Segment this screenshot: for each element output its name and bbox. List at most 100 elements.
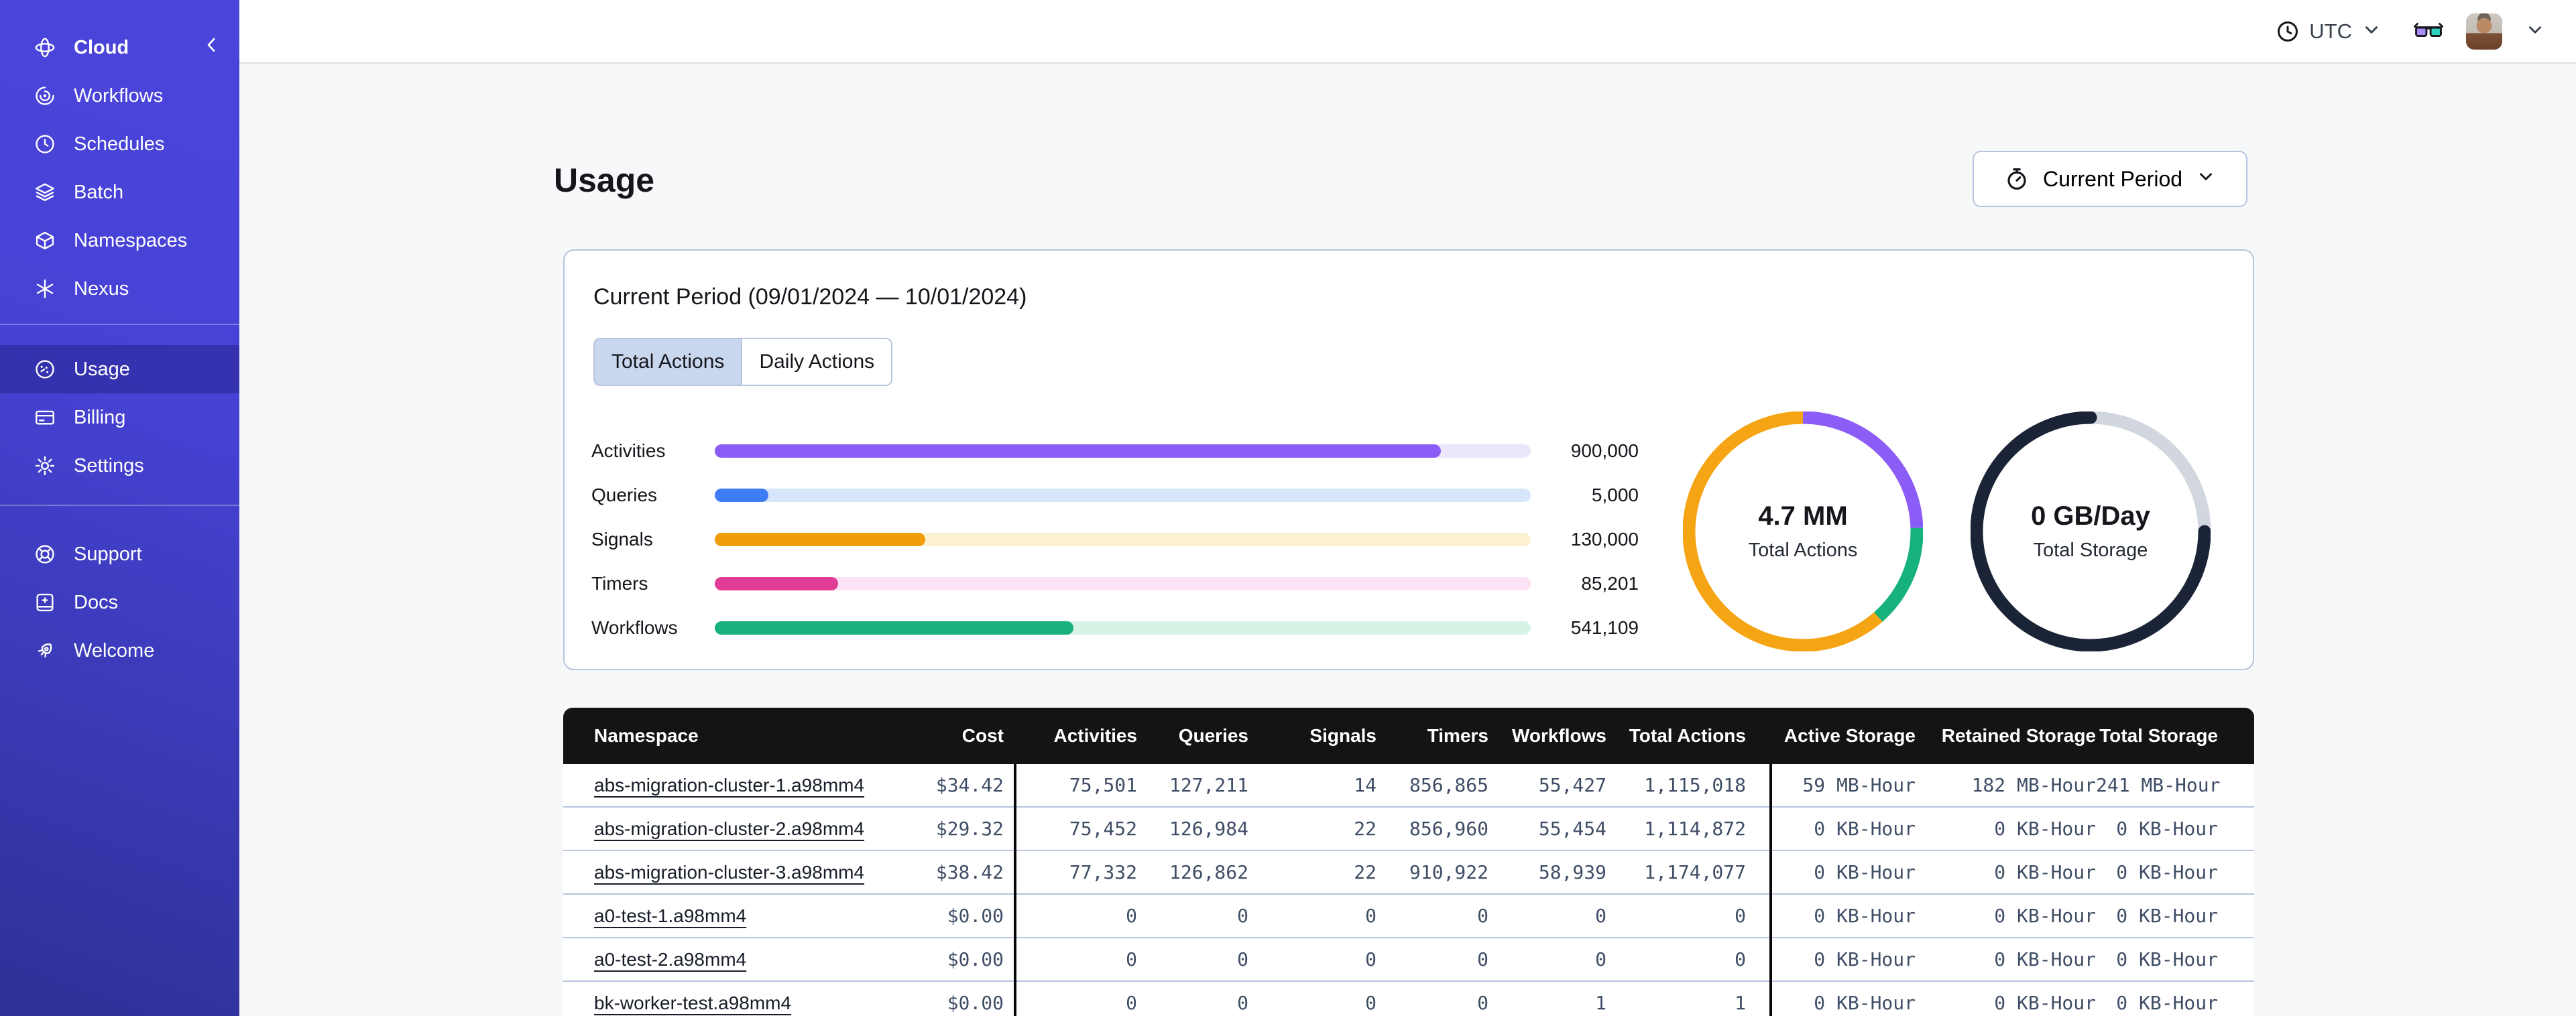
sidebar-item-billing[interactable]: Billing xyxy=(0,393,239,442)
namespace-link[interactable]: abs-migration-cluster-2.a98mm4 xyxy=(594,818,865,839)
column-header-active-storage: Active Storage xyxy=(1783,725,1916,746)
billing-icon xyxy=(34,406,56,429)
sidebar-item-label: Billing xyxy=(74,406,126,428)
sidebar-item-batch[interactable]: Batch xyxy=(0,168,239,216)
sidebar-item-settings[interactable]: Settings xyxy=(0,442,239,490)
value-cell: 22 xyxy=(1354,861,1377,883)
sidebar-item-workflows[interactable]: Workflows xyxy=(0,72,239,120)
period-select-button[interactable]: Current Period xyxy=(1973,151,2247,207)
namespace-cell: abs-migration-cluster-3.a98mm4 xyxy=(563,862,885,883)
usage-summary-card: Current Period (09/01/2024 — 10/01/2024)… xyxy=(563,249,2254,670)
value-cell: 0 xyxy=(1477,905,1488,927)
sidebar-item-nexus[interactable]: Nexus xyxy=(0,265,239,313)
main-content: Usage Current Period Current Period (09/… xyxy=(239,64,2576,1016)
bar-track-queries xyxy=(715,489,1531,502)
period-select-label: Current Period xyxy=(2042,166,2183,191)
sidebar-item-docs[interactable]: Docs xyxy=(0,578,239,627)
chevron-down-icon xyxy=(2196,166,2216,192)
value-cell: $38.42 xyxy=(935,861,1004,883)
value-cell: 0 KB-Hour xyxy=(1814,992,1916,1014)
column-header-retained-storage: Retained Storage xyxy=(1941,725,2096,746)
value-cell: 182 MB-Hour xyxy=(1971,774,2096,796)
timezone-picker[interactable]: UTC xyxy=(2276,19,2382,44)
sidebar-item-welcome[interactable]: Welcome xyxy=(0,627,239,675)
sidebar-item-label: Docs xyxy=(74,591,119,613)
namespace-link[interactable]: a0-test-2.a98mm4 xyxy=(594,948,747,970)
account-menu-chevron-down-icon[interactable] xyxy=(2525,19,2545,43)
bar-fill-signals xyxy=(715,533,925,546)
sidebar-item-usage[interactable]: Usage xyxy=(0,345,239,393)
value-cell: $34.42 xyxy=(935,774,1004,796)
value-cell: 856,960 xyxy=(1409,818,1488,840)
namespaces-icon xyxy=(34,229,56,252)
bar-value-activities: 900,000 xyxy=(1570,440,1639,461)
value-cell: 0 KB-Hour xyxy=(1994,905,2096,927)
column-header-workflows: Workflows xyxy=(1511,725,1606,746)
usage-icon xyxy=(34,358,56,381)
sidebar-item-schedules[interactable]: Schedules xyxy=(0,120,239,168)
sidebar-divider xyxy=(0,505,239,506)
timezone-label: UTC xyxy=(2309,19,2352,43)
value-cell: 0 KB-Hour xyxy=(1814,861,1916,883)
namespace-link[interactable]: a0-test-1.a98mm4 xyxy=(594,905,747,926)
value-cell: 0 xyxy=(1237,948,1248,970)
total-actions-donut: 4.7 MM Total Actions xyxy=(1683,411,1923,651)
sidebar-item-support[interactable]: Support xyxy=(0,530,239,578)
settings-icon xyxy=(34,454,56,477)
value-cell: 0 xyxy=(1126,992,1137,1014)
value-cell: 0 xyxy=(1477,992,1488,1014)
support-icon xyxy=(34,543,56,566)
donut-center: 0 GB/Day Total Storage xyxy=(1971,411,2211,651)
value-cell: 1,174,077 xyxy=(1644,861,1746,883)
value-cell: 14 xyxy=(1354,774,1377,796)
sidebar-brand-cloud[interactable]: Cloud xyxy=(0,23,239,72)
value-cell: 0 KB-Hour xyxy=(2116,905,2218,927)
namespace-link[interactable]: abs-migration-cluster-1.a98mm4 xyxy=(594,774,865,796)
value-cell: 856,865 xyxy=(1409,774,1488,796)
value-cell: 0 KB-Hour xyxy=(2116,948,2218,970)
bar-label-signals: Signals xyxy=(591,529,653,550)
bar-label-activities: Activities xyxy=(591,440,666,461)
bar-value-signals: 130,000 xyxy=(1570,529,1639,550)
tab-total-actions[interactable]: Total Actions xyxy=(595,339,742,385)
table-divider xyxy=(1769,764,1772,1016)
user-avatar[interactable] xyxy=(2466,13,2502,50)
sidebar-item-label: Welcome xyxy=(74,639,155,661)
value-cell: 0 KB-Hour xyxy=(1994,818,2096,840)
value-cell: 55,454 xyxy=(1538,818,1606,840)
value-cell: 0 KB-Hour xyxy=(1994,948,2096,970)
value-cell: 58,939 xyxy=(1538,861,1606,883)
sidebar-item-namespaces[interactable]: Namespaces xyxy=(0,216,239,265)
docs-icon xyxy=(34,591,56,614)
value-cell: 126,862 xyxy=(1169,861,1248,883)
page-title: Usage xyxy=(554,162,655,199)
value-cell: 75,501 xyxy=(1069,774,1137,796)
value-cell: 126,984 xyxy=(1169,818,1248,840)
chevron-left-icon[interactable] xyxy=(202,35,222,60)
value-cell: 0 xyxy=(1477,948,1488,970)
donut-label: Total Storage xyxy=(2033,539,2148,561)
value-cell: 22 xyxy=(1354,818,1377,840)
namespace-usage-table: Namespace Cost Activities Queries Signals Tim… xyxy=(563,708,2254,1016)
sidebar-group-main: Workflows Schedules Batch Namespaces Nexus xyxy=(0,72,239,313)
table-divider xyxy=(1014,764,1016,1016)
sidebar-group-footer: Support Docs Welcome xyxy=(0,530,239,675)
value-cell: 0 xyxy=(1126,948,1137,970)
bar-track-timers xyxy=(715,577,1531,590)
value-cell: 0 KB-Hour xyxy=(1814,818,1916,840)
feedback-glasses-button[interactable] xyxy=(2414,21,2443,42)
sidebar-item-label: Namespaces xyxy=(74,229,188,251)
namespace-link[interactable]: abs-migration-cluster-3.a98mm4 xyxy=(594,861,865,883)
value-cell: $29.32 xyxy=(935,818,1004,840)
value-cell: 0 xyxy=(1735,905,1746,927)
namespace-link[interactable]: bk-worker-test.a98mm4 xyxy=(594,992,792,1013)
value-cell: 0 KB-Hour xyxy=(2116,818,2218,840)
value-cell: 0 xyxy=(1365,992,1377,1014)
sidebar-item-label: Workflows xyxy=(74,84,164,107)
namespace-cell: a0-test-2.a98mm4 xyxy=(563,949,885,970)
bar-fill-timers xyxy=(715,577,838,590)
value-cell: $0.00 xyxy=(947,992,1004,1014)
sidebar-item-label: Nexus xyxy=(74,277,129,300)
bar-track-workflows xyxy=(715,621,1531,635)
tab-daily-actions[interactable]: Daily Actions xyxy=(741,339,892,385)
